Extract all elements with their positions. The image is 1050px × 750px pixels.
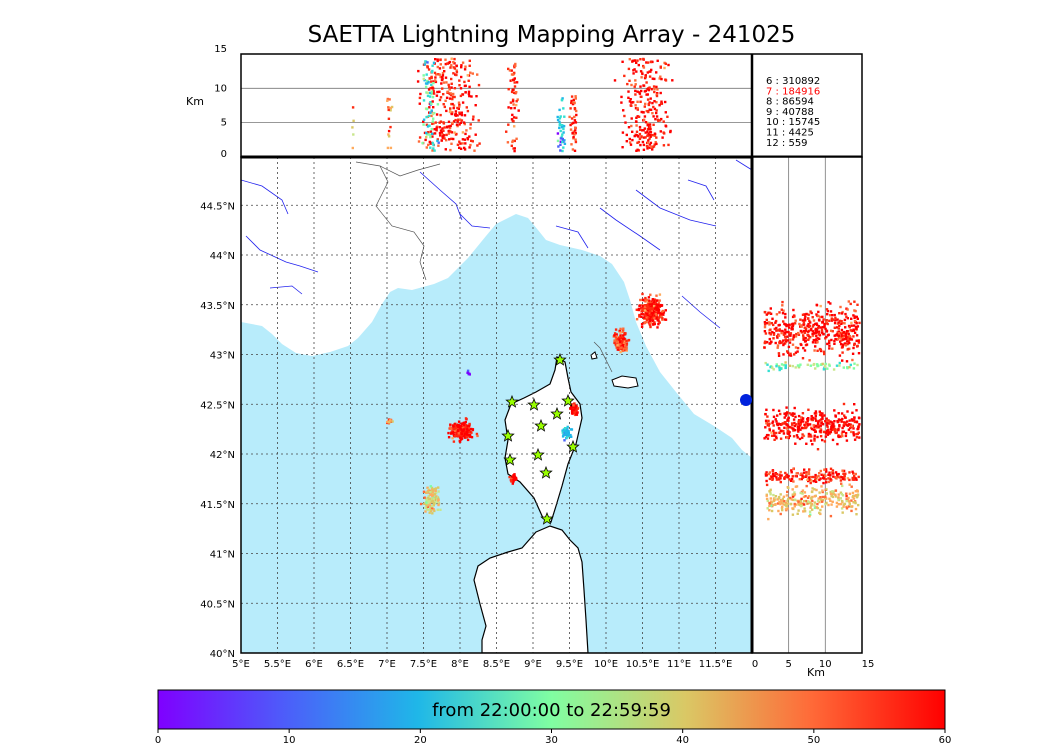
colorbar-tick-label: 20	[414, 735, 427, 746]
lon-tick-label: 7°E	[378, 659, 396, 670]
station-icon	[553, 352, 567, 366]
colorbar	[157, 689, 946, 730]
lon-tick-label: 7.5°E	[410, 659, 437, 670]
colorbar-tick-label: 60	[939, 735, 952, 746]
map-panel	[241, 157, 752, 653]
right-altitude-panel	[740, 156, 863, 654]
station-icon	[561, 393, 575, 407]
lon-tick-label: 5.5°E	[264, 659, 291, 670]
right-xtick-label: 10	[819, 659, 832, 670]
sardinia-island	[473, 525, 589, 653]
top-ytick-label: 10	[214, 83, 227, 94]
right-xlabel: Km	[807, 666, 825, 679]
colorbar-tick-label: 50	[807, 735, 820, 746]
station-icon	[501, 428, 515, 442]
top-ytick-label: 5	[221, 118, 227, 129]
lat-tick-label: 42.5°N	[200, 400, 235, 411]
lon-tick-label: 6°E	[305, 659, 323, 670]
map-lightning-sources	[386, 292, 668, 515]
lat-tick-label: 40.5°N	[200, 599, 235, 610]
lat-tick-label: 43.5°N	[200, 301, 235, 312]
colorbar-tick-label: 30	[545, 735, 558, 746]
country-borders	[355, 161, 613, 373]
flash-count-row: 8 : 86594	[766, 97, 814, 108]
lon-tick-label: 9.5°E	[556, 659, 583, 670]
station-icon	[503, 452, 517, 466]
station-icon	[566, 439, 580, 453]
corsica-island	[504, 356, 583, 523]
lat-tick-label: 41.5°N	[200, 500, 235, 511]
lon-tick-label: 8.5°E	[483, 659, 510, 670]
elba-island	[611, 375, 639, 389]
top-ylabel: Km	[186, 95, 204, 108]
page-title: SAETTA Lightning Mapping Array - 241025	[307, 22, 796, 48]
flash-count-row: 10 : 15745	[766, 117, 820, 128]
station-icon	[539, 465, 553, 479]
top-ytick-label: 15	[214, 44, 227, 55]
lma-stations	[501, 352, 580, 525]
map-grid	[241, 157, 752, 653]
flash-count-row: 9 : 40788	[766, 107, 814, 118]
station-icon	[531, 447, 545, 461]
lon-tick-label: 5°E	[232, 659, 250, 670]
flash-count-row: 12 : 559	[766, 138, 808, 149]
station-icon	[505, 394, 519, 408]
lon-tick-label: 8°E	[451, 659, 469, 670]
lat-tick-label: 44°N	[210, 251, 235, 262]
lat-tick-label: 43°N	[210, 351, 235, 362]
colorbar-tick-label: 40	[676, 735, 689, 746]
station-icon	[540, 511, 554, 525]
lat-tick-label: 44.5°N	[200, 201, 235, 212]
right-xtick-label: 0	[752, 659, 758, 670]
station-icon	[550, 406, 564, 420]
top-altitude-panel: 6 : 310892 7 : 184916 8 : 86594 9 : 4078…	[240, 53, 863, 158]
flash-count-table: 6 : 310892 7 : 184916 8 : 86594 9 : 4078…	[766, 76, 820, 149]
flash-count-row: 7 : 184916	[766, 86, 820, 97]
flash-count-row: 11 : 4425	[766, 128, 814, 139]
station-icon	[527, 397, 541, 411]
lat-tick-label: 42°N	[210, 450, 235, 461]
lon-tick-label: 11.5°E	[699, 659, 733, 670]
flash-count-row: 6 : 310892	[766, 76, 820, 87]
colorbar-tick-label: 10	[283, 735, 296, 746]
lon-tick-label: 11°E	[667, 659, 691, 670]
station-icon	[534, 418, 548, 432]
right-xtick-label: 15	[862, 659, 875, 670]
lat-tick-label: 41°N	[210, 550, 235, 561]
right-xtick-label: 5	[785, 659, 791, 670]
lon-tick-label: 6.5°E	[337, 659, 364, 670]
lon-tick-label: 9°E	[524, 659, 542, 670]
capraia-island	[590, 351, 598, 360]
lat-tick-label: 40°N	[210, 649, 235, 660]
lon-tick-label: 10°E	[594, 659, 618, 670]
top-ytick-label: 0	[221, 149, 227, 160]
colorbar-tick-label: 0	[155, 735, 161, 746]
rivers	[241, 159, 752, 329]
lon-tick-label: 10.5°E	[626, 659, 660, 670]
colorbar-label: from 22:00:00 to 22:59:59	[432, 700, 671, 721]
